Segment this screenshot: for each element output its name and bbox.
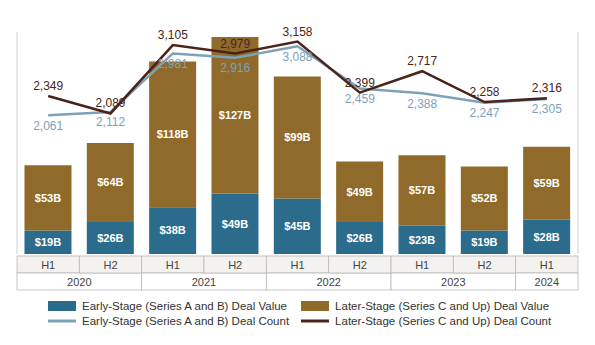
- svg-text:2,112: 2,112: [96, 115, 125, 129]
- svg-text:H2: H2: [103, 259, 117, 271]
- svg-text:$52B: $52B: [471, 192, 497, 204]
- svg-text:$26B: $26B: [346, 232, 372, 244]
- svg-text:2,089: 2,089: [95, 96, 125, 110]
- svg-text:H1: H1: [166, 259, 180, 271]
- svg-text:$28B: $28B: [533, 231, 559, 243]
- svg-text:2,247: 2,247: [469, 106, 499, 120]
- svg-text:3,088: 3,088: [282, 50, 312, 64]
- svg-text:2,388: 2,388: [407, 97, 437, 111]
- svg-text:$49B: $49B: [222, 218, 248, 230]
- svg-text:$59B: $59B: [533, 177, 559, 189]
- svg-text:2,349: 2,349: [33, 79, 63, 93]
- svg-text:3,158: 3,158: [282, 25, 312, 39]
- svg-text:$99B: $99B: [284, 131, 310, 143]
- svg-text:$19B: $19B: [35, 236, 61, 248]
- svg-text:H1: H1: [41, 259, 55, 271]
- svg-text:2,916: 2,916: [220, 61, 250, 75]
- svg-text:H1: H1: [540, 259, 554, 271]
- svg-text:2022: 2022: [316, 276, 340, 288]
- svg-text:2,459: 2,459: [345, 92, 375, 106]
- svg-text:2,316: 2,316: [532, 81, 562, 95]
- svg-text:2024: 2024: [535, 276, 559, 288]
- svg-text:2,717: 2,717: [407, 54, 437, 68]
- svg-text:H1: H1: [290, 259, 304, 271]
- html-text:Early-Stage (Series A and B) D: Early-Stage (Series A and B) Deal Value: [82, 300, 287, 312]
- html-text:Early-Stage (Series A and B) D: Early-Stage (Series A and B) Deal Count: [82, 315, 290, 327]
- svg-text:H2: H2: [228, 259, 242, 271]
- svg-text:2020: 2020: [67, 276, 91, 288]
- svg-text:$49B: $49B: [346, 186, 372, 198]
- svg-text:$26B: $26B: [97, 232, 123, 244]
- svg-text:$19B: $19B: [471, 236, 497, 248]
- svg-text:$57B: $57B: [409, 184, 435, 196]
- svg-text:2,399: 2,399: [345, 76, 375, 90]
- svg-text:2,061: 2,061: [33, 119, 63, 133]
- svg-text:3,105: 3,105: [158, 28, 188, 42]
- svg-text:2,981: 2,981: [158, 57, 188, 71]
- svg-text:2021: 2021: [192, 276, 216, 288]
- svg-text:$64B: $64B: [97, 176, 123, 188]
- svg-text:$23B: $23B: [409, 234, 435, 246]
- svg-text:$118B: $118B: [157, 128, 189, 140]
- svg-text:2,979: 2,979: [220, 37, 250, 51]
- svg-text:2,258: 2,258: [469, 85, 499, 99]
- svg-text:$53B: $53B: [35, 192, 61, 204]
- svg-text:H1: H1: [415, 259, 429, 271]
- svg-text:$45B: $45B: [284, 220, 310, 232]
- html-text:Later-Stage (Series C and Up): Later-Stage (Series C and Up) Deal Value: [335, 300, 549, 312]
- html-text:Later-Stage (Series C and Up): Later-Stage (Series C and Up) Deal Count: [335, 315, 552, 327]
- svg-text:2,305: 2,305: [532, 102, 562, 116]
- svg-text:2023: 2023: [441, 276, 465, 288]
- svg-text:H2: H2: [353, 259, 367, 271]
- svg-text:$38B: $38B: [159, 224, 185, 236]
- svg-text:H2: H2: [477, 259, 491, 271]
- svg-text:$127B: $127B: [219, 109, 251, 121]
